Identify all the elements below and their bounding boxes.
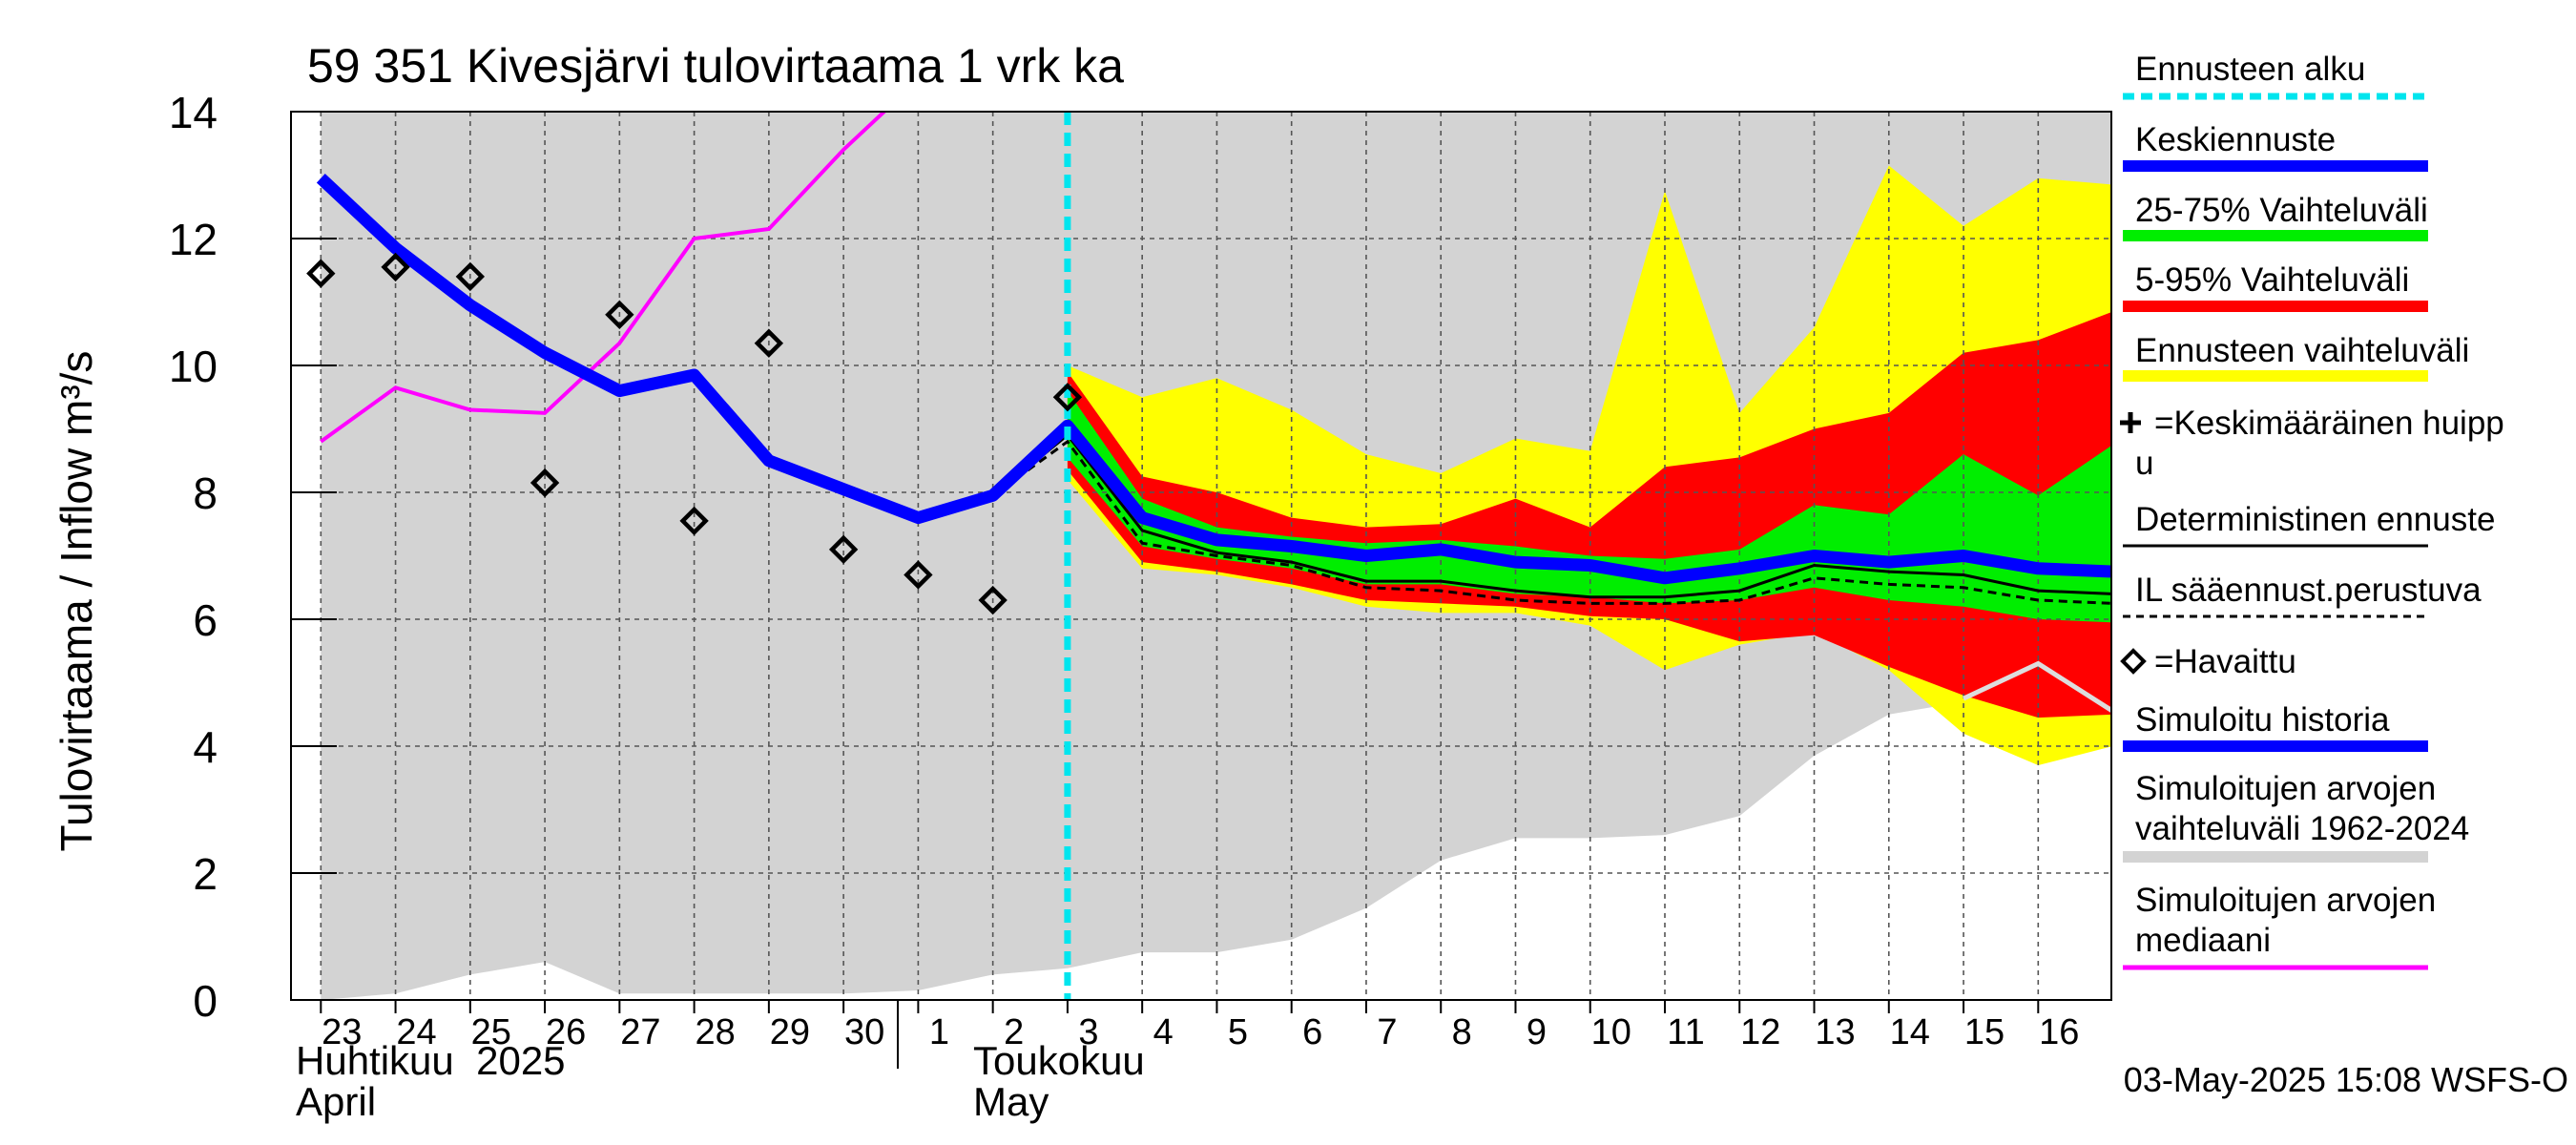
x-tick-label: 23 — [322, 1012, 362, 1052]
legend: Ennusteen alku Keskiennuste 25-75% Vaihtel… — [2120, 51, 2504, 970]
observed-point — [455, 261, 486, 292]
x-tick-label: 4 — [1153, 1012, 1174, 1052]
footer-timestamp: 03-May-2025 15:08 WSFS-O — [2124, 1060, 2568, 1099]
x-tick-label: 7 — [1377, 1012, 1397, 1052]
legend-item: 5-95% Vaihteluväli — [2123, 261, 2428, 312]
month-label-may-en: May — [973, 1079, 1049, 1124]
x-axis: 23 24 25 26 27 28 29 30 1 2 3 4 5 6 7 8 9 10 11 12 13 14 15 16 — [320, 1000, 2079, 1052]
observed-point — [679, 506, 709, 536]
x-tick-label: 2 — [1004, 1012, 1024, 1052]
y-tick-label: 12 — [169, 215, 218, 264]
plot-frame — [290, 111, 2112, 1001]
x-tick-label: 3 — [1078, 1012, 1098, 1052]
x-tick-label: 16 — [2039, 1012, 2079, 1052]
observed-point — [828, 534, 859, 565]
y-tick-label: 2 — [193, 849, 218, 899]
x-tick-label: 1 — [929, 1012, 949, 1052]
legend-label: 25-75% Vaihteluväli — [2135, 192, 2428, 229]
observed-point — [530, 468, 560, 498]
y-axis: 0 2 4 6 8 10 12 14 — [169, 88, 337, 1026]
legend-label: =Havaittu — [2154, 643, 2296, 680]
x-tick-label: 10 — [1591, 1012, 1631, 1052]
legend-label-line2: vaihteluväli 1962-2024 — [2135, 810, 2469, 847]
x-tick-label: 29 — [770, 1012, 810, 1052]
observed-point — [1052, 383, 1083, 412]
x-tick-label: 5 — [1228, 1012, 1248, 1052]
legend-item: Keskiennuste — [2123, 121, 2428, 172]
x-tick-label: 15 — [1964, 1012, 2005, 1052]
x-tick-label: 12 — [1740, 1012, 1780, 1052]
observed-point — [381, 252, 410, 282]
legend-label: IL sääennust.perustuva — [2135, 572, 2482, 609]
legend-diamond — [2120, 648, 2147, 675]
x-tick-label: 28 — [695, 1012, 735, 1052]
month-label-april-fi: Huhtikuu 2025 — [296, 1038, 566, 1083]
mean-forecast-line — [316, 174, 2111, 585]
history-median-tail-line — [1962, 660, 2111, 714]
legend-label: =Keskimääräinen huipp — [2154, 405, 2504, 442]
y-tick-label: 4 — [193, 722, 218, 772]
legend-label: Ennusteen vaihteluväli — [2135, 332, 2469, 369]
x-tick-label: 25 — [471, 1012, 511, 1052]
band-5-95 — [1067, 312, 2111, 718]
legend-item: =Havaittu — [2120, 643, 2296, 680]
observed-point — [306, 259, 336, 288]
y-tick-label: 10 — [169, 342, 218, 391]
legend-item: Simuloitu historia — [2123, 701, 2428, 752]
median-line — [320, 112, 887, 444]
x-tick-label: 27 — [620, 1012, 660, 1052]
x-tick-label: 30 — [844, 1012, 884, 1052]
legend-item: Ennusteen vaihteluväli — [2123, 332, 2469, 382]
legend-label: Simuloitu historia — [2135, 701, 2390, 739]
observed-markers — [306, 252, 1083, 615]
legend-item: IL sääennust.perustuva — [2123, 572, 2482, 618]
legend-label: Deterministinen ennuste — [2135, 501, 2495, 538]
x-tick-label: 24 — [396, 1012, 436, 1052]
x-tick-label: 26 — [546, 1012, 586, 1052]
observed-point — [754, 328, 784, 358]
il-forecast-line — [991, 439, 2111, 605]
legend-item: Deterministinen ennuste — [2123, 501, 2495, 548]
y-tick-label: 6 — [193, 595, 218, 645]
month-label-may-fi: Toukokuu — [973, 1038, 1145, 1083]
y-tick-label: 8 — [193, 468, 218, 518]
y-tick-label: 0 — [193, 976, 218, 1026]
legend-label: Ennusteen alku — [2135, 51, 2365, 88]
observed-point — [605, 300, 634, 329]
legend-item: Ennusteen alku — [2123, 51, 2428, 100]
legend-label: Simuloitujen arvojen — [2135, 882, 2436, 919]
grid-lines — [291, 112, 2111, 1000]
chart-title: 59 351 Kivesjärvi tulovirtaama 1 vrk ka — [307, 39, 1124, 93]
y-tick-label: 14 — [169, 88, 218, 137]
deterministic-forecast-line — [991, 432, 2111, 599]
month-label-april-en: April — [296, 1079, 376, 1124]
legend-item: 25-75% Vaihteluväli — [2123, 192, 2428, 241]
plot-area — [291, 112, 2111, 1000]
observed-point — [904, 560, 933, 590]
legend-label-line2: mediaani — [2135, 922, 2271, 959]
x-tick-label: 13 — [1815, 1012, 1855, 1052]
legend-label: Keskiennuste — [2135, 121, 2336, 158]
x-tick-label: 14 — [1890, 1012, 1930, 1052]
x-tick-label: 11 — [1667, 1012, 1704, 1052]
x-tick-label: 9 — [1527, 1012, 1547, 1052]
legend-label-line2: u — [2135, 445, 2153, 482]
x-tick-label: 6 — [1302, 1012, 1322, 1052]
legend-label: 5-95% Vaihteluväli — [2135, 261, 2409, 299]
observed-point — [978, 585, 1008, 615]
y-axis-label: Tulovirtaama / Inflow m³/s — [52, 351, 101, 852]
legend-label: Simuloitujen arvojen — [2135, 770, 2436, 807]
x-tick-label: 8 — [1452, 1012, 1472, 1052]
